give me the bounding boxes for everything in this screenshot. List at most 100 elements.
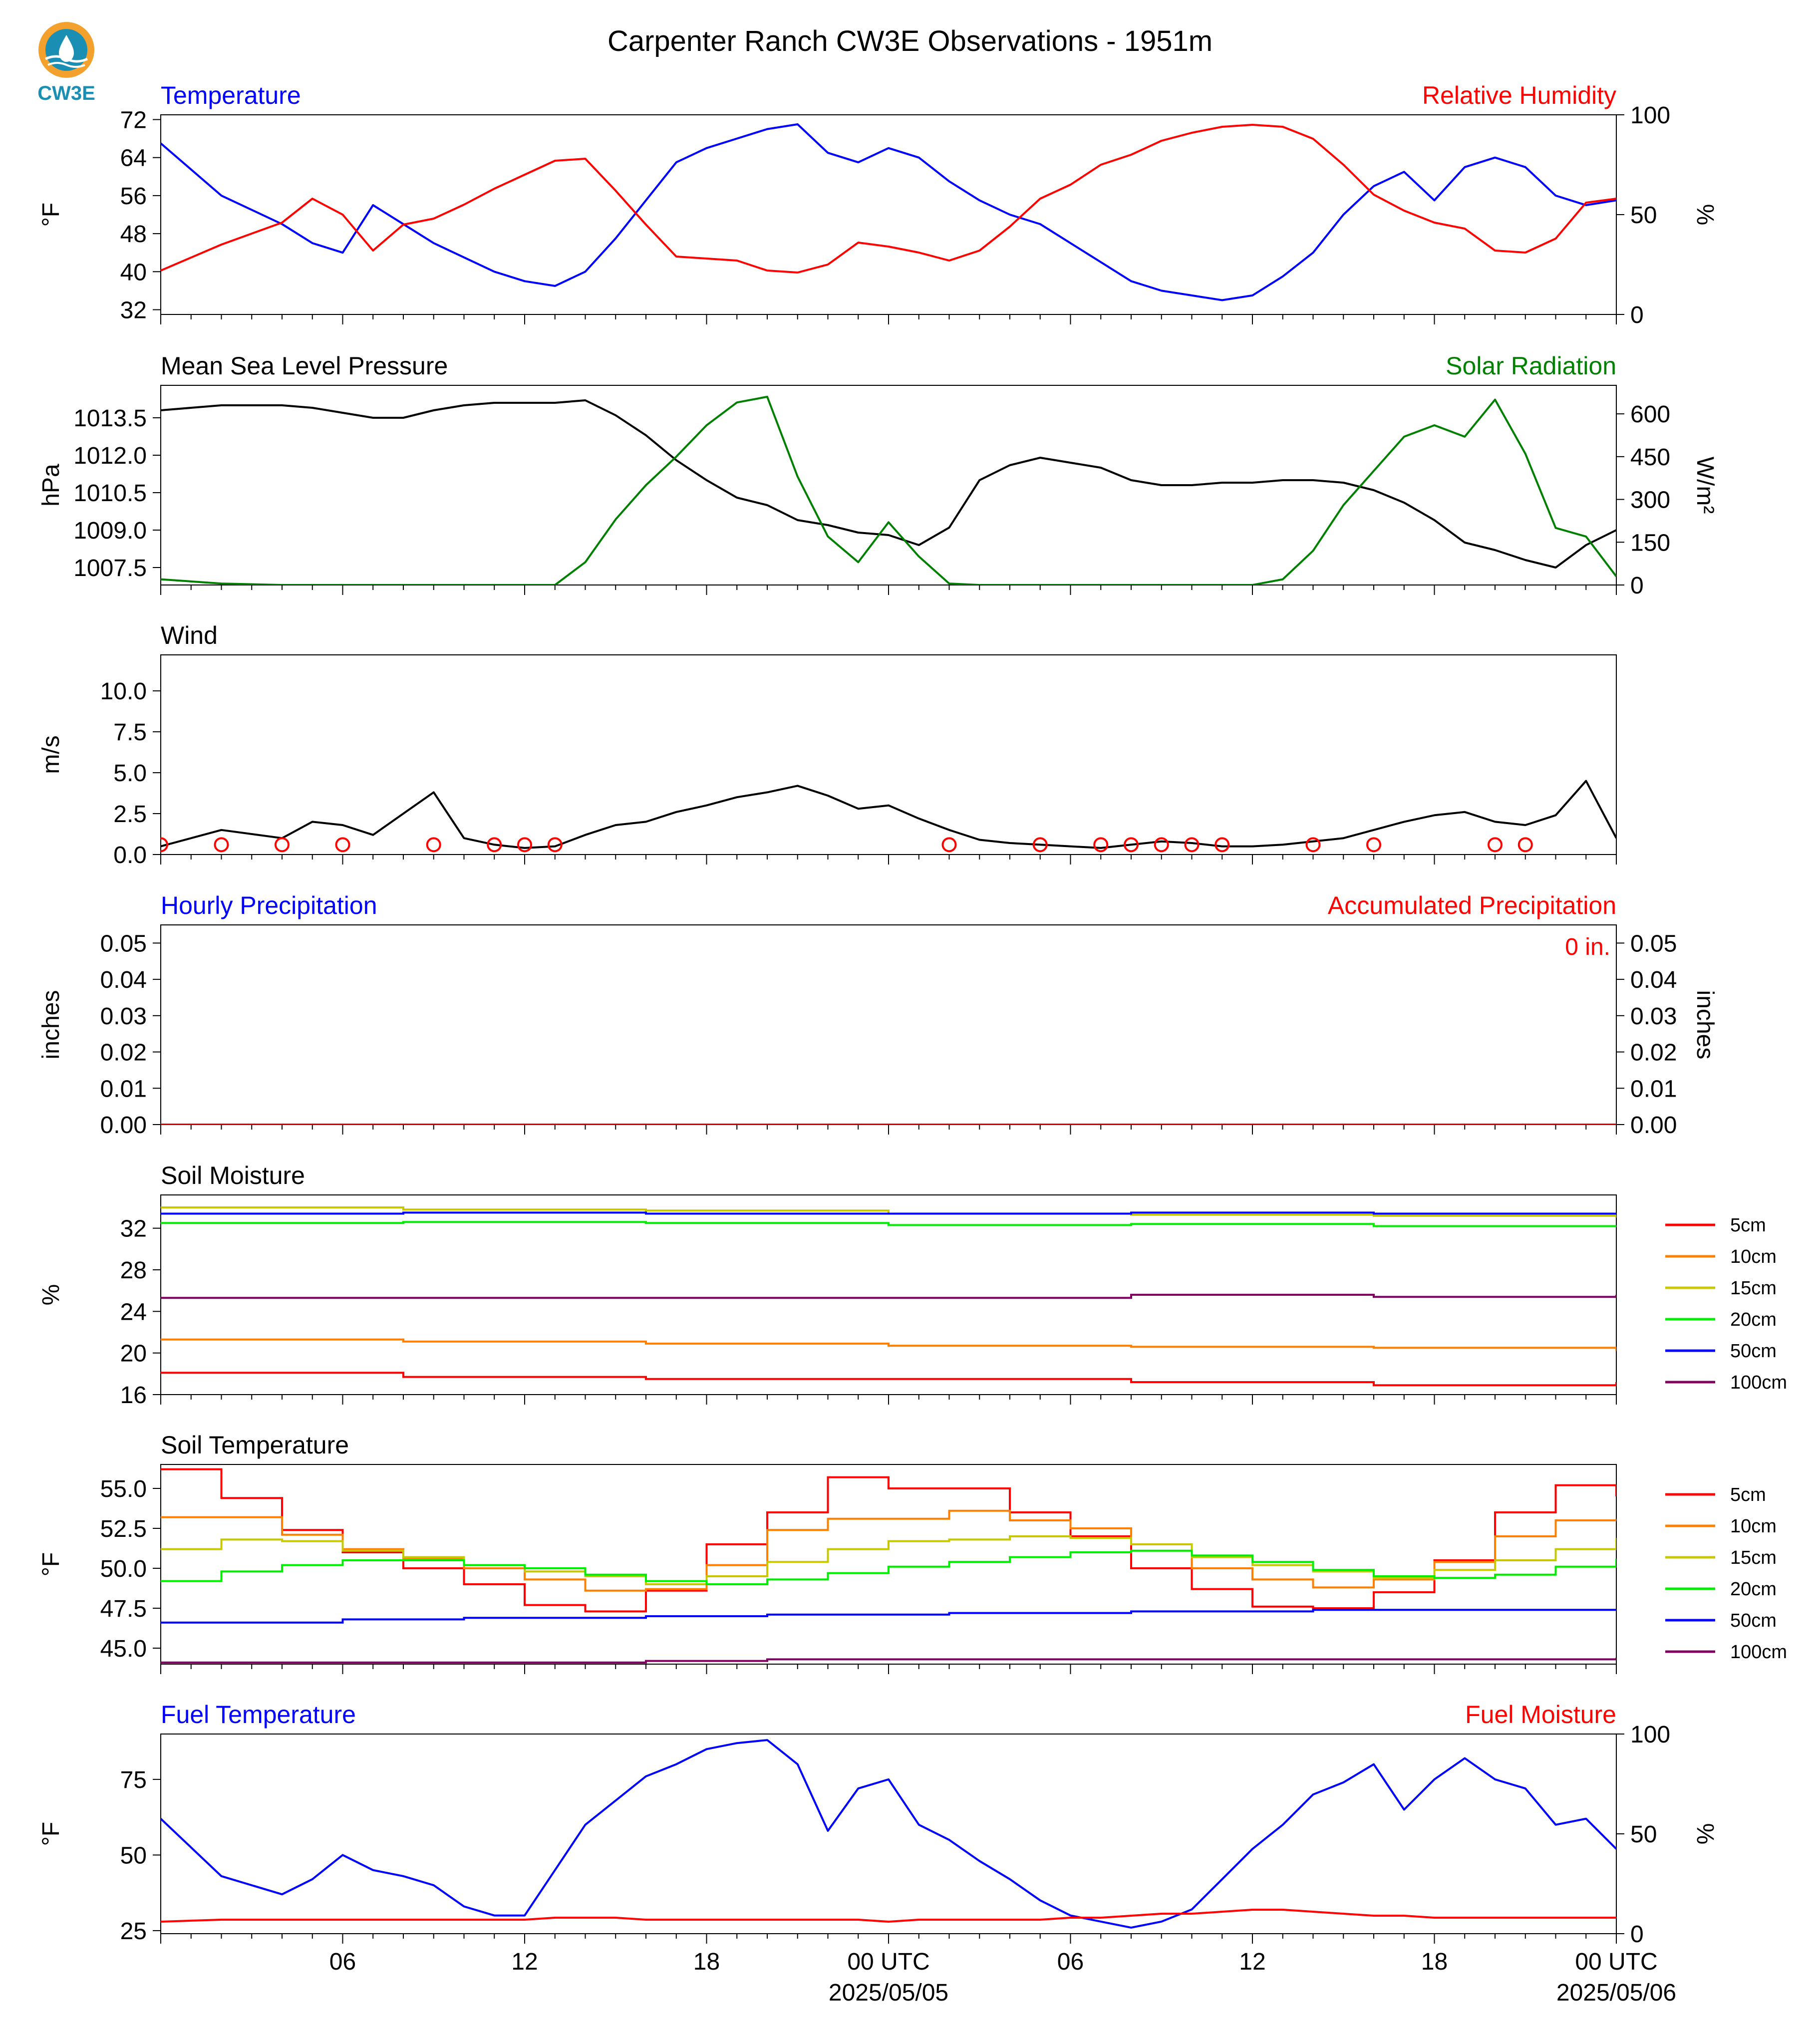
y-axis-label: hPa: [38, 464, 64, 507]
wind-calm-marker: [517, 837, 532, 853]
y-tick-label: 0.05: [100, 930, 147, 957]
panel-wind: Wind 0.0 2.5 5.0 7.5 10.0 m/s: [38, 621, 1617, 869]
series-line-5cm: [161, 1372, 1616, 1387]
x-tick-label: 00 UTC: [1575, 1949, 1657, 1975]
legend-label: 20cm: [1730, 1309, 1777, 1330]
y-tick-label-right: 100: [1630, 102, 1670, 129]
x-tick-label: 06: [1057, 1949, 1084, 1975]
x-tick-label: 12: [1239, 1949, 1265, 1975]
y-axis-label: %: [38, 1284, 64, 1306]
panel-title-right: Solar Radiation: [1446, 352, 1616, 380]
y-tick-label: 0.0: [113, 842, 147, 869]
panel-title-right: Fuel Moisture: [1465, 1701, 1616, 1729]
y-tick-label: 24: [120, 1299, 147, 1325]
y-tick-label: 1013.5: [73, 405, 147, 432]
wind-calm-marker: [161, 837, 168, 853]
y-tick-label-right: 150: [1630, 530, 1670, 556]
series-line-relative-humidity: [161, 124, 1616, 274]
panel-precip: Hourly Precipitation Accumulated Precipit…: [38, 891, 1718, 1139]
legend-label: 10cm: [1730, 1246, 1777, 1267]
y-tick-label-right: 0: [1630, 573, 1644, 599]
y-tick-label: 45.0: [100, 1636, 147, 1662]
y-tick-label: 50.0: [100, 1556, 147, 1582]
y-tick-label: 52.5: [100, 1516, 147, 1542]
series-group: [161, 1739, 1616, 1929]
series-line-50cm: [161, 1211, 1616, 1215]
wind-calm-marker: [335, 837, 350, 853]
y-tick-label: 0.01: [100, 1076, 147, 1102]
panel-title-right: Relative Humidity: [1422, 81, 1616, 109]
y-axis-label-right: W/m²: [1692, 457, 1718, 514]
wind-calm-marker: [547, 837, 563, 853]
y-tick-label: 0.00: [100, 1112, 147, 1139]
y-tick-label: 56: [120, 183, 147, 210]
panel-soil_temp: Soil Temperature 45.0 47.5 50.0 52.5 55.0 °F 5c…: [38, 1431, 1787, 1674]
panel-title-left: Soil Temperature: [161, 1431, 349, 1459]
legend-label: 100cm: [1730, 1642, 1787, 1663]
legend-label: 15cm: [1730, 1278, 1777, 1299]
series-line-mean-sea-level-pressure: [161, 399, 1616, 569]
series-line-100cm: [161, 1294, 1616, 1299]
wind-calm-marker: [275, 837, 290, 853]
y-tick-label-right: 300: [1630, 487, 1670, 514]
y-tick-label: 1009.0: [73, 518, 147, 544]
plot-frame: [160, 385, 1617, 585]
y-tick-label-right: 100: [1630, 1722, 1670, 1748]
panel-title-left: Temperature: [161, 81, 301, 109]
y-tick-label: 72: [120, 107, 147, 134]
y-axis-label: m/s: [38, 735, 64, 774]
wind-calm-marker: [1032, 837, 1048, 853]
y-tick-label: 1007.5: [73, 555, 147, 581]
plot-frame: [160, 1734, 1617, 1934]
y-tick-label: 48: [120, 221, 147, 248]
x-date-label: 2025/05/05: [829, 1980, 948, 2006]
series-group: [161, 395, 1616, 585]
legend-label: 50cm: [1730, 1341, 1777, 1362]
series-line-20cm: [161, 1549, 1616, 1585]
y-tick-label: 75: [120, 1767, 147, 1793]
legend-label: 100cm: [1730, 1372, 1787, 1393]
series-line-temperature: [161, 123, 1616, 301]
x-tick-label: 06: [329, 1949, 356, 1975]
legend-label: 10cm: [1730, 1516, 1777, 1537]
y-tick-label: 20: [120, 1341, 147, 1367]
plot-frame: [160, 114, 1617, 315]
wind-calm-marker: [1517, 837, 1533, 853]
y-tick-label: 10.0: [100, 678, 147, 705]
wind-calm-marker: [941, 837, 957, 853]
y-tick-label: 47.5: [100, 1596, 147, 1622]
panel-title-right: Accumulated Precipitation: [1328, 891, 1616, 919]
y-tick-label-right: 450: [1630, 444, 1670, 471]
y-tick-label-right: 0.04: [1630, 967, 1677, 993]
y-tick-label: 7.5: [113, 719, 147, 746]
legend: 5cm 10cm 15cm 20cm 50cm 100cm: [1665, 1484, 1787, 1663]
series-group: [161, 780, 1616, 853]
y-tick-label-right: 0.05: [1630, 930, 1677, 957]
y-tick-label-right: 0: [1630, 1921, 1644, 1948]
y-tick-label: 2.5: [113, 801, 147, 828]
y-tick-label-right: 0.03: [1630, 1003, 1677, 1030]
x-tick-label: 12: [511, 1949, 538, 1975]
series-line-10cm: [161, 1509, 1616, 1592]
x-tick-label: 00 UTC: [847, 1949, 929, 1975]
y-tick-label: 16: [120, 1382, 147, 1409]
series-line-15cm: [161, 1535, 1616, 1585]
wind-calm-marker: [1214, 837, 1230, 853]
y-tick-label-right: 50: [1630, 1821, 1657, 1848]
y-tick-label: 50: [120, 1842, 147, 1869]
panel-title-left: Fuel Temperature: [161, 1701, 356, 1729]
y-tick-label-right: 0.00: [1630, 1112, 1677, 1139]
cw3e-logo: CW3E: [29, 19, 104, 104]
y-axis-label-right: %: [1692, 204, 1718, 226]
y-axis-label-right: inches: [1692, 990, 1718, 1060]
series-line-15cm: [161, 1206, 1616, 1218]
y-tick-label: 1012.0: [73, 443, 147, 469]
legend-label: 20cm: [1730, 1579, 1777, 1600]
x-date-label: 2025/05/06: [1556, 1980, 1676, 2006]
series-line-50cm: [161, 1609, 1616, 1624]
y-tick-label: 32: [120, 1216, 147, 1242]
x-tick-label: 18: [1421, 1949, 1448, 1975]
wind-calm-marker: [1093, 837, 1109, 853]
y-tick-label: 0.02: [100, 1040, 147, 1066]
y-tick-label: 40: [120, 259, 147, 286]
